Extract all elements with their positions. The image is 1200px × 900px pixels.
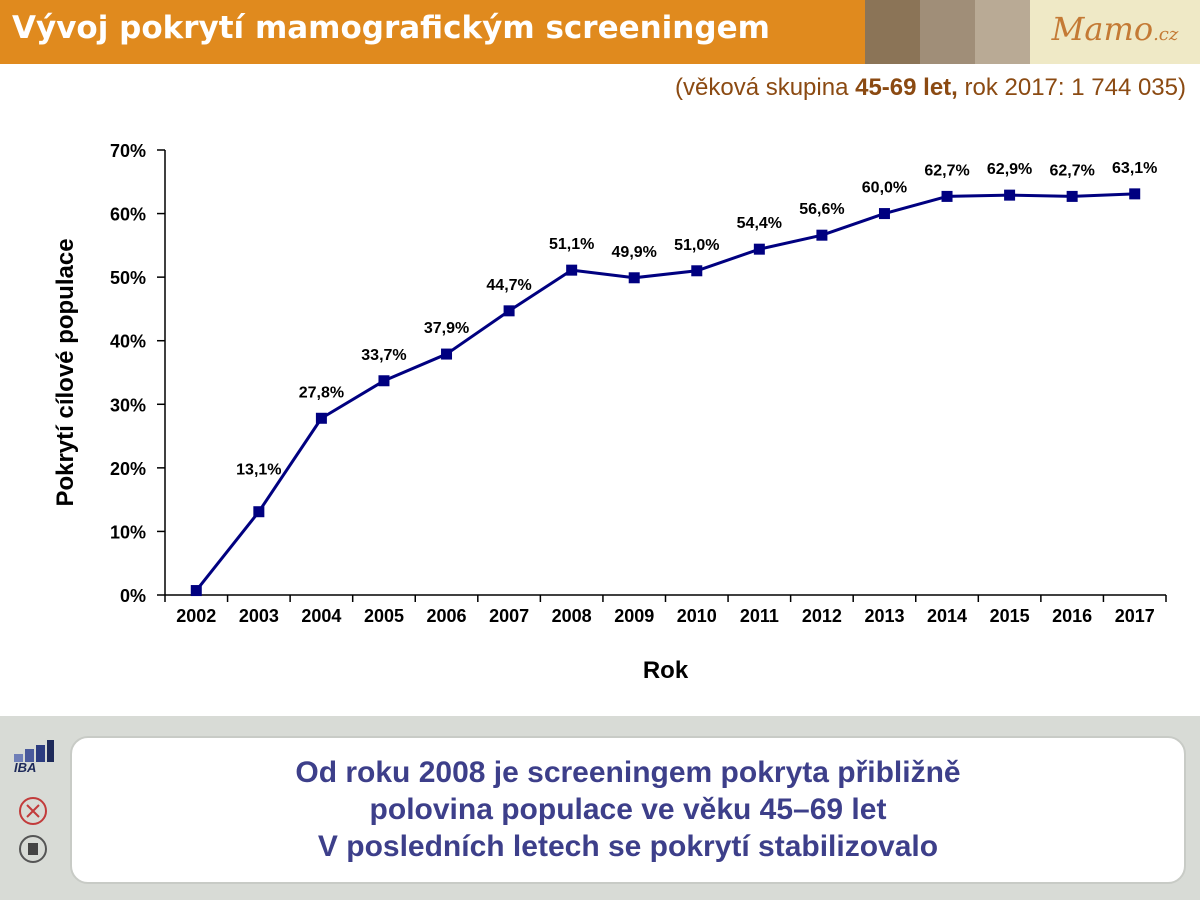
data-label: 27,8% [299, 384, 344, 401]
series-line [195, 192, 1135, 592]
x-tick-label: 2002 [176, 606, 216, 626]
slide-header: Vývoj pokrytí mamografickým screeningem … [0, 0, 1200, 64]
header-color-block [865, 0, 920, 64]
data-point-marker [878, 208, 890, 220]
data-point-marker [503, 305, 515, 317]
data-label: 37,9% [424, 320, 469, 337]
data-point-marker [628, 272, 640, 284]
data-point-marker [816, 229, 828, 241]
x-tick-label: 2014 [927, 606, 967, 626]
x-tick-label: 2005 [364, 606, 404, 626]
summary-line-3: V posledních letech se pokrytí stabilizo… [317, 830, 939, 863]
mamo-logo: Mamo.cz [1030, 0, 1200, 64]
medical-faculty-seal-icon [19, 797, 47, 825]
slide-title: Vývoj pokrytí mamografickým screeningem [12, 10, 770, 46]
institution-logos: IBA [0, 734, 64, 900]
data-label: 13,1% [236, 462, 281, 479]
data-point-marker [1004, 189, 1016, 201]
x-tick-label: 2008 [552, 606, 592, 626]
coverage-line-chart: 0% 10% 20% 30% 40% 50% 60% 70% 2002 2003 2004 2005 2… [52, 141, 1167, 684]
subtitle-suffix: rok 2017: 1 744 035) [957, 74, 1186, 101]
data-point-marker [253, 506, 265, 518]
data-point-marker [378, 375, 390, 387]
x-tick-label: 2012 [802, 606, 842, 626]
summary-line-1: Od roku 2008 je screeningem pokryta přib… [295, 756, 961, 789]
title-bar: Vývoj pokrytí mamografickým screeningem [0, 0, 865, 64]
data-point-marker [691, 265, 703, 277]
data-point-marker [1129, 188, 1141, 200]
data-point-marker [753, 243, 765, 255]
x-tick-label: 2006 [427, 606, 467, 626]
summary-box: Od roku 2008 je screeningem pokryta přib… [70, 736, 1186, 884]
x-tick-label: 2009 [614, 606, 654, 626]
data-label: 51,0% [674, 237, 719, 254]
data-label: 51,1% [549, 236, 594, 253]
data-label: 62,9% [987, 161, 1032, 178]
y-tick-label: 10% [110, 522, 146, 542]
header-color-block [975, 0, 1030, 64]
data-label: 44,7% [486, 277, 531, 294]
x-tick-label: 2007 [489, 606, 529, 626]
subtitle: (věková skupina 45-69 let, rok 2017: 1 7… [675, 74, 1186, 102]
iba-label: IBA [14, 760, 37, 775]
x-tick-label: 2011 [740, 606, 779, 626]
x-tick-label: 2003 [239, 606, 279, 626]
data-label: 54,4% [737, 215, 782, 232]
y-tick-label: 30% [110, 395, 146, 415]
data-point-marker [941, 190, 953, 202]
subtitle-age-group: 45-69 let, [855, 74, 958, 101]
x-tick-label: 2015 [990, 606, 1030, 626]
iba-logo-icon [14, 740, 54, 762]
logo-text: Mamo [1051, 10, 1154, 48]
x-tick-label: 2013 [864, 606, 904, 626]
header-color-block [920, 0, 975, 64]
university-seal-icon [19, 835, 47, 863]
data-point-marker [566, 264, 578, 276]
y-tick-label: 20% [110, 459, 146, 479]
data-point-marker [1066, 190, 1078, 202]
x-tick-label: 2010 [677, 606, 717, 626]
data-label: 56,6% [799, 201, 844, 218]
y-tick-label: 50% [110, 268, 146, 288]
data-label: 49,9% [612, 244, 657, 261]
y-tick-label: 0% [120, 586, 146, 606]
y-tick-label: 70% [110, 141, 146, 161]
data-label: 33,7% [361, 347, 406, 364]
data-point-marker [315, 412, 327, 424]
data-point-marker [190, 585, 202, 597]
y-tick-label: 40% [110, 332, 146, 352]
data-label: 60,0% [862, 180, 907, 197]
data-point-marker [441, 348, 453, 360]
data-label: 63,1% [1112, 160, 1157, 177]
logo-suffix: .cz [1153, 24, 1179, 45]
data-label: 62,7% [1049, 162, 1094, 179]
y-axis-title: Pokrytí cílové populace [52, 238, 79, 506]
subtitle-prefix: (věková skupina [675, 74, 856, 101]
x-tick-label: 2016 [1052, 606, 1092, 626]
data-label: 62,7% [924, 162, 969, 179]
x-axis-title: Rok [643, 657, 689, 684]
y-tick-label: 60% [110, 205, 146, 225]
summary-line-2: polovina populace ve věku 45–69 let [369, 793, 887, 826]
x-tick-label: 2017 [1115, 606, 1155, 626]
x-tick-label: 2004 [301, 606, 341, 626]
